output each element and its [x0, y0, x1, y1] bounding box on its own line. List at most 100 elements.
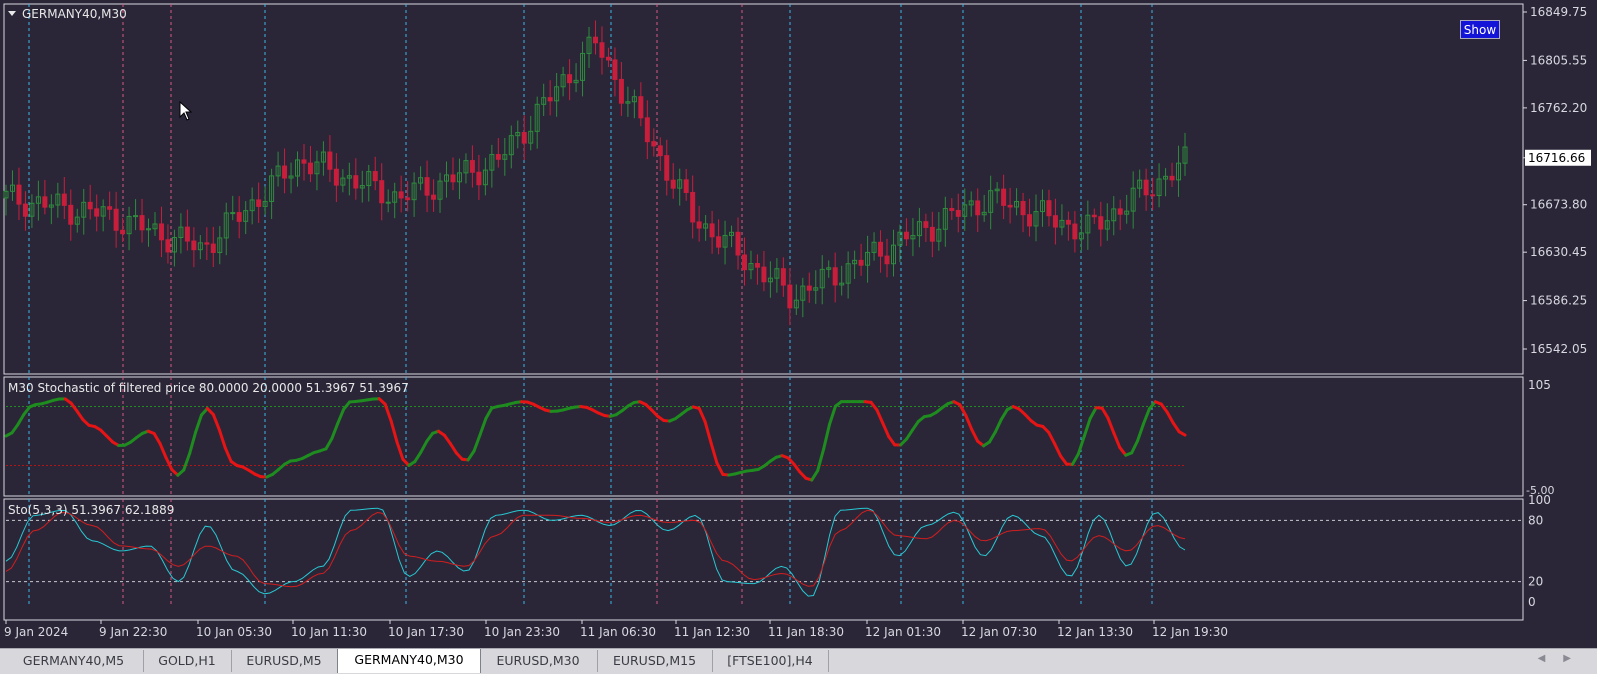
stoch-scale-label: 80	[1528, 513, 1543, 527]
candle-body	[1002, 189, 1006, 205]
candle-body	[652, 142, 656, 146]
candle-body	[548, 98, 552, 101]
candle-body	[1118, 209, 1122, 214]
tab-gold-h1[interactable]: GOLD,H1	[143, 650, 232, 672]
candle-body	[762, 267, 766, 282]
chart-title[interactable]: GERMANY40,M30	[8, 7, 127, 21]
candle-body	[522, 132, 526, 143]
candle-body	[619, 79, 623, 103]
time-label: 11 Jan 18:30	[768, 625, 844, 639]
stoch-scale-label: 20	[1528, 575, 1543, 589]
time-label: 12 Jan 07:30	[961, 625, 1037, 639]
tab-ftse100-h4[interactable]: [FTSE100],H4	[712, 650, 829, 672]
candle-body	[950, 208, 954, 210]
candle-body	[88, 202, 92, 208]
candle-body	[62, 194, 66, 205]
candle-body	[354, 176, 358, 188]
candle-body	[380, 181, 384, 203]
candle-body	[807, 286, 811, 290]
candle-body	[930, 227, 934, 241]
candle-body	[600, 43, 604, 57]
time-label: 10 Jan 23:30	[484, 625, 560, 639]
candle-body	[432, 195, 436, 199]
candle-body	[976, 201, 980, 215]
candle-body	[302, 160, 306, 163]
stoch-scale-label: 0	[1528, 595, 1536, 609]
candle-body	[425, 178, 429, 195]
candle-body	[1151, 195, 1155, 196]
candle-body	[658, 146, 662, 156]
tab-eurusd-m15[interactable]: EURUSD,M15	[597, 650, 713, 672]
candle-body	[140, 216, 144, 230]
candle-body	[879, 242, 883, 256]
candle-body	[406, 198, 410, 200]
candle-body	[742, 255, 746, 270]
time-label: 10 Jan 17:30	[388, 625, 464, 639]
candle-body	[69, 205, 73, 224]
time-label: 10 Jan 05:30	[196, 625, 272, 639]
candle-body	[736, 232, 740, 255]
candle-body	[788, 285, 792, 308]
candle-body	[1066, 220, 1070, 224]
candle-body	[710, 224, 714, 237]
candle-body	[1170, 176, 1174, 180]
candle-body	[568, 75, 572, 83]
candle-body	[43, 197, 47, 207]
candle-body	[755, 264, 759, 268]
candle-body	[684, 180, 688, 193]
candle-body	[373, 172, 377, 181]
show-button[interactable]: Show	[1460, 20, 1500, 39]
candle-body	[1144, 180, 1148, 195]
candle-body	[23, 204, 27, 216]
candle-body	[1028, 215, 1032, 226]
candle-body	[606, 57, 610, 60]
candle-body	[134, 216, 138, 217]
time-label: 12 Jan 13:30	[1057, 625, 1133, 639]
candle-body	[1099, 217, 1103, 229]
candle-body	[1047, 201, 1051, 216]
tab-germany40-m30[interactable]: GERMANY40,M30	[337, 649, 481, 673]
candle-body	[956, 210, 960, 216]
candle-body	[328, 152, 332, 169]
indicator1-scale-top: 105	[1528, 378, 1551, 392]
candle-body	[1073, 224, 1077, 239]
tab-germany40-m5[interactable]: GERMANY40,M5	[4, 650, 144, 672]
price-label: 16805.55	[1530, 53, 1587, 67]
tab-eurusd-m5[interactable]: EURUSD,M5	[231, 650, 338, 672]
chart-title-text: GERMANY40,M30	[22, 7, 127, 21]
candle-body	[121, 230, 125, 233]
time-label: 10 Jan 11:30	[291, 625, 367, 639]
candle-body	[496, 155, 500, 160]
candle-body	[1053, 216, 1057, 227]
candle-body	[334, 169, 338, 185]
candle-body	[470, 161, 474, 173]
candle-body	[231, 213, 235, 214]
candle-body	[283, 166, 287, 178]
candle-body	[237, 213, 241, 222]
tab-scroll-arrows-icon[interactable]: ◀▶	[1538, 653, 1589, 664]
mouse-pointer-icon	[179, 101, 193, 121]
candle-body	[665, 156, 669, 181]
candle-body	[205, 243, 209, 244]
time-label: 12 Jan 19:30	[1152, 625, 1228, 639]
candle-body	[639, 97, 643, 118]
tab-eurusd-m30[interactable]: EURUSD,M30	[479, 650, 598, 672]
time-label: 12 Jan 01:30	[865, 625, 941, 639]
candle-body	[904, 232, 908, 239]
candle-body	[781, 269, 785, 285]
candle-body	[114, 209, 118, 230]
candle-body	[477, 172, 481, 184]
price-label: 16762.20	[1530, 101, 1587, 115]
candle-body	[691, 192, 695, 221]
candle-body	[308, 163, 312, 174]
indicator1-scale-bottom: -5.00	[1526, 484, 1554, 497]
candle-body	[257, 200, 261, 206]
candle-body	[386, 202, 390, 203]
indicator2-label: Sto(5,3,3) 51.3967 62.1889	[8, 503, 174, 517]
price-label: 16586.25	[1530, 294, 1587, 308]
price-label: 16673.80	[1530, 198, 1587, 212]
candle-body	[833, 268, 837, 285]
candle-body	[159, 224, 163, 240]
